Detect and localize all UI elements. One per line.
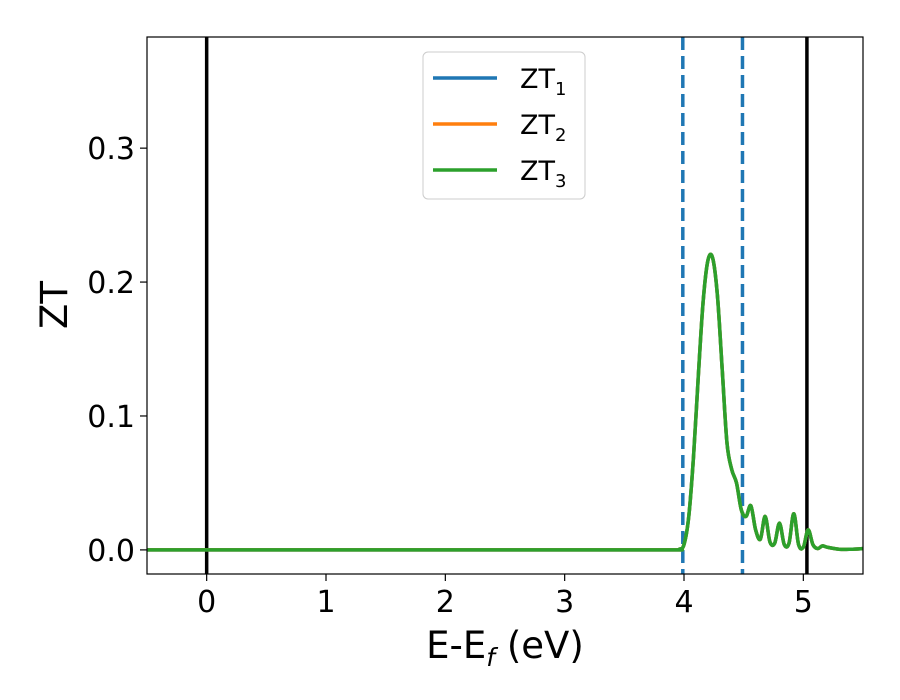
series-line-zt3 bbox=[147, 252, 863, 552]
legend: ZT1 ZT2 ZT3 bbox=[422, 51, 586, 200]
x-tick-label: 0 bbox=[197, 585, 216, 620]
reference-lines bbox=[204, 37, 809, 574]
y-axis-title: ZT bbox=[33, 281, 76, 329]
x-axis-title-unit: (eV) bbox=[495, 624, 584, 667]
x-axis-ticks: 0 1 2 3 4 5 bbox=[197, 574, 813, 620]
x-tick-label: 3 bbox=[555, 585, 574, 620]
x-tick-label: 1 bbox=[316, 585, 335, 620]
y-tick-label: 0.2 bbox=[87, 266, 135, 301]
x-tick-label: 4 bbox=[674, 585, 693, 620]
legend-label-zt2: ZT2 bbox=[520, 110, 566, 146]
y-tick-label: 0.1 bbox=[87, 400, 135, 435]
x-axis-title-main: E-E bbox=[426, 624, 486, 667]
x-tick-label: 5 bbox=[794, 585, 813, 620]
legend-label-zt3: ZT3 bbox=[520, 156, 566, 192]
x-tick-label: 2 bbox=[436, 585, 455, 620]
x-axis-title: E-Ef (eV) bbox=[426, 624, 584, 672]
y-tick-label: 0.3 bbox=[87, 132, 135, 167]
series-lines bbox=[147, 252, 863, 552]
legend-label-zt1: ZT1 bbox=[520, 64, 566, 100]
y-axis-ticks: 0.0 0.1 0.2 0.3 bbox=[87, 132, 147, 569]
y-tick-label: 0.0 bbox=[87, 534, 135, 569]
legend-frame bbox=[422, 51, 586, 200]
plot-frame bbox=[146, 36, 864, 575]
